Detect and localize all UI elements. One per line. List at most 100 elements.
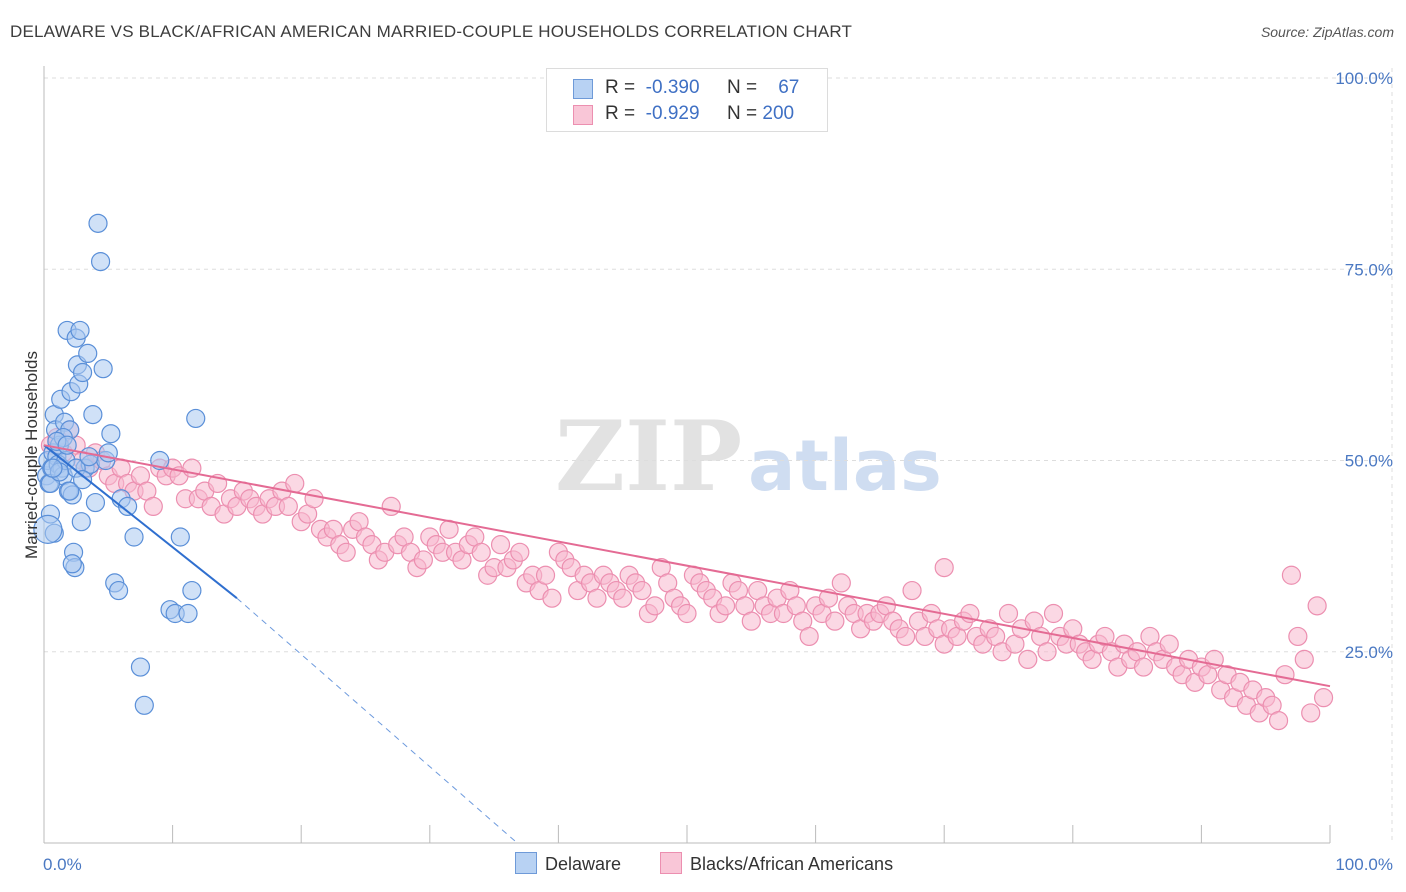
data-point-delaware [70,320,90,341]
data-point-black [542,588,562,608]
data-point-delaware [117,496,138,516]
data-point-delaware [130,657,151,677]
trend-lines [43,444,1331,844]
data-point-delaware [108,580,129,601]
series-black-points [40,420,1334,731]
data-point-black [1043,603,1064,624]
data-point-delaware [93,359,113,379]
stats-r-label-delaware: R = [605,77,636,98]
chart-source: Source: ZipAtlas.com [1260,24,1394,40]
x-tick-label: 100.0% [1335,855,1393,874]
data-point-delaware [71,512,91,532]
stats-r-value-delaware: -0.390 [645,77,700,98]
legend-label-delaware: Delaware [545,854,622,874]
legend-item-black[interactable]: Blacks/African Americans [660,852,893,875]
legend-swatch-delaware [515,852,537,874]
axes [43,66,1331,844]
data-point-black [1281,565,1302,585]
data-point-delaware [90,252,111,272]
watermark: ZIPatlas [555,400,942,513]
legend-label-black: Blacks/African Americans [690,854,894,874]
data-point-delaware [60,481,80,501]
data-point-delaware [124,527,144,547]
stats-n-label-delaware: N = [727,77,758,98]
data-point-black [1294,649,1314,670]
stats-r-label-black: R = [605,103,636,124]
legend-item-delaware[interactable]: Delaware [515,852,621,875]
trend-line-delaware [43,444,238,599]
data-point-black [413,550,433,570]
data-point-black [715,596,736,616]
stats-swatch-delaware [573,79,593,99]
data-point-black [1268,710,1289,731]
data-point-black [143,496,163,516]
stats-swatch-black [573,105,593,125]
data-point-delaware [33,514,63,544]
chart-title: DELAWARE VS BLACK/AFRICAN AMERICAN MARRI… [10,22,853,41]
stats-n-value-delaware: 67 [778,77,800,98]
data-point-black [1307,596,1327,616]
y-tick-label: 25.0% [1345,643,1393,662]
data-point-black [825,611,845,631]
data-point-black [1288,626,1308,647]
stats-r-value-black: -0.929 [645,103,700,124]
data-point-black [587,588,607,608]
data-point-delaware [150,450,170,471]
data-point-delaware [88,213,108,233]
data-point-black [613,588,633,608]
data-point-delaware [83,405,103,425]
data-point-black [1313,688,1334,708]
data-point-black [381,496,401,516]
trend-line-black [43,444,1331,688]
stats-n-value-black: 200 [762,103,795,124]
data-point-delaware [72,470,93,490]
data-point-black [285,473,305,494]
data-point-delaware [62,554,82,574]
data-point-black [510,542,530,562]
grid-lines [44,68,1393,843]
y-tick-label: 50.0% [1345,452,1393,471]
x-tick-label: 0.0% [43,855,82,874]
data-point-black [799,626,819,647]
data-point-black [645,596,665,616]
data-point-black [934,557,954,578]
data-point-delaware [186,408,206,429]
data-point-black [336,542,356,562]
data-point-black [1301,703,1321,723]
data-point-delaware [72,362,93,383]
data-point-black [741,611,761,631]
tick-labels: 25.0% 50.0% 75.0% 100.0% 0.0% 100.0% [43,69,1393,874]
data-point-black [1275,665,1295,685]
data-point-black [535,565,556,585]
stats-box: R = -0.390 N = 67 R = -0.929 N = 200 [546,68,828,132]
data-point-delaware [101,424,121,444]
data-point-black [902,580,922,601]
data-point-delaware [78,343,98,363]
data-point-black [998,603,1019,624]
data-point-black [1133,657,1154,677]
data-point-delaware [79,447,99,467]
data-point-black [278,496,298,516]
series-delaware-points [33,213,206,715]
y-axis-label: Married-couple Households [22,351,41,559]
data-point-black [831,573,851,593]
data-point-delaware [85,492,106,513]
data-point-black [304,489,324,509]
data-point-delaware [170,527,190,547]
data-point-black [1018,649,1038,670]
y-tick-label: 100.0% [1335,69,1393,88]
data-point-delaware [182,580,202,601]
data-point-delaware [43,458,63,478]
data-point-black [471,542,491,562]
data-point-black [1159,634,1179,654]
stats-n-label-black: N = [727,103,758,124]
data-point-black [896,626,916,647]
legend-swatch-black [660,852,682,874]
data-point-black [632,580,652,601]
data-point-black [490,535,511,555]
data-point-delaware [134,695,154,715]
data-point-delaware [178,603,198,624]
watermark-atlas: atlas [748,425,942,507]
watermark-zip: ZIP [555,400,743,513]
